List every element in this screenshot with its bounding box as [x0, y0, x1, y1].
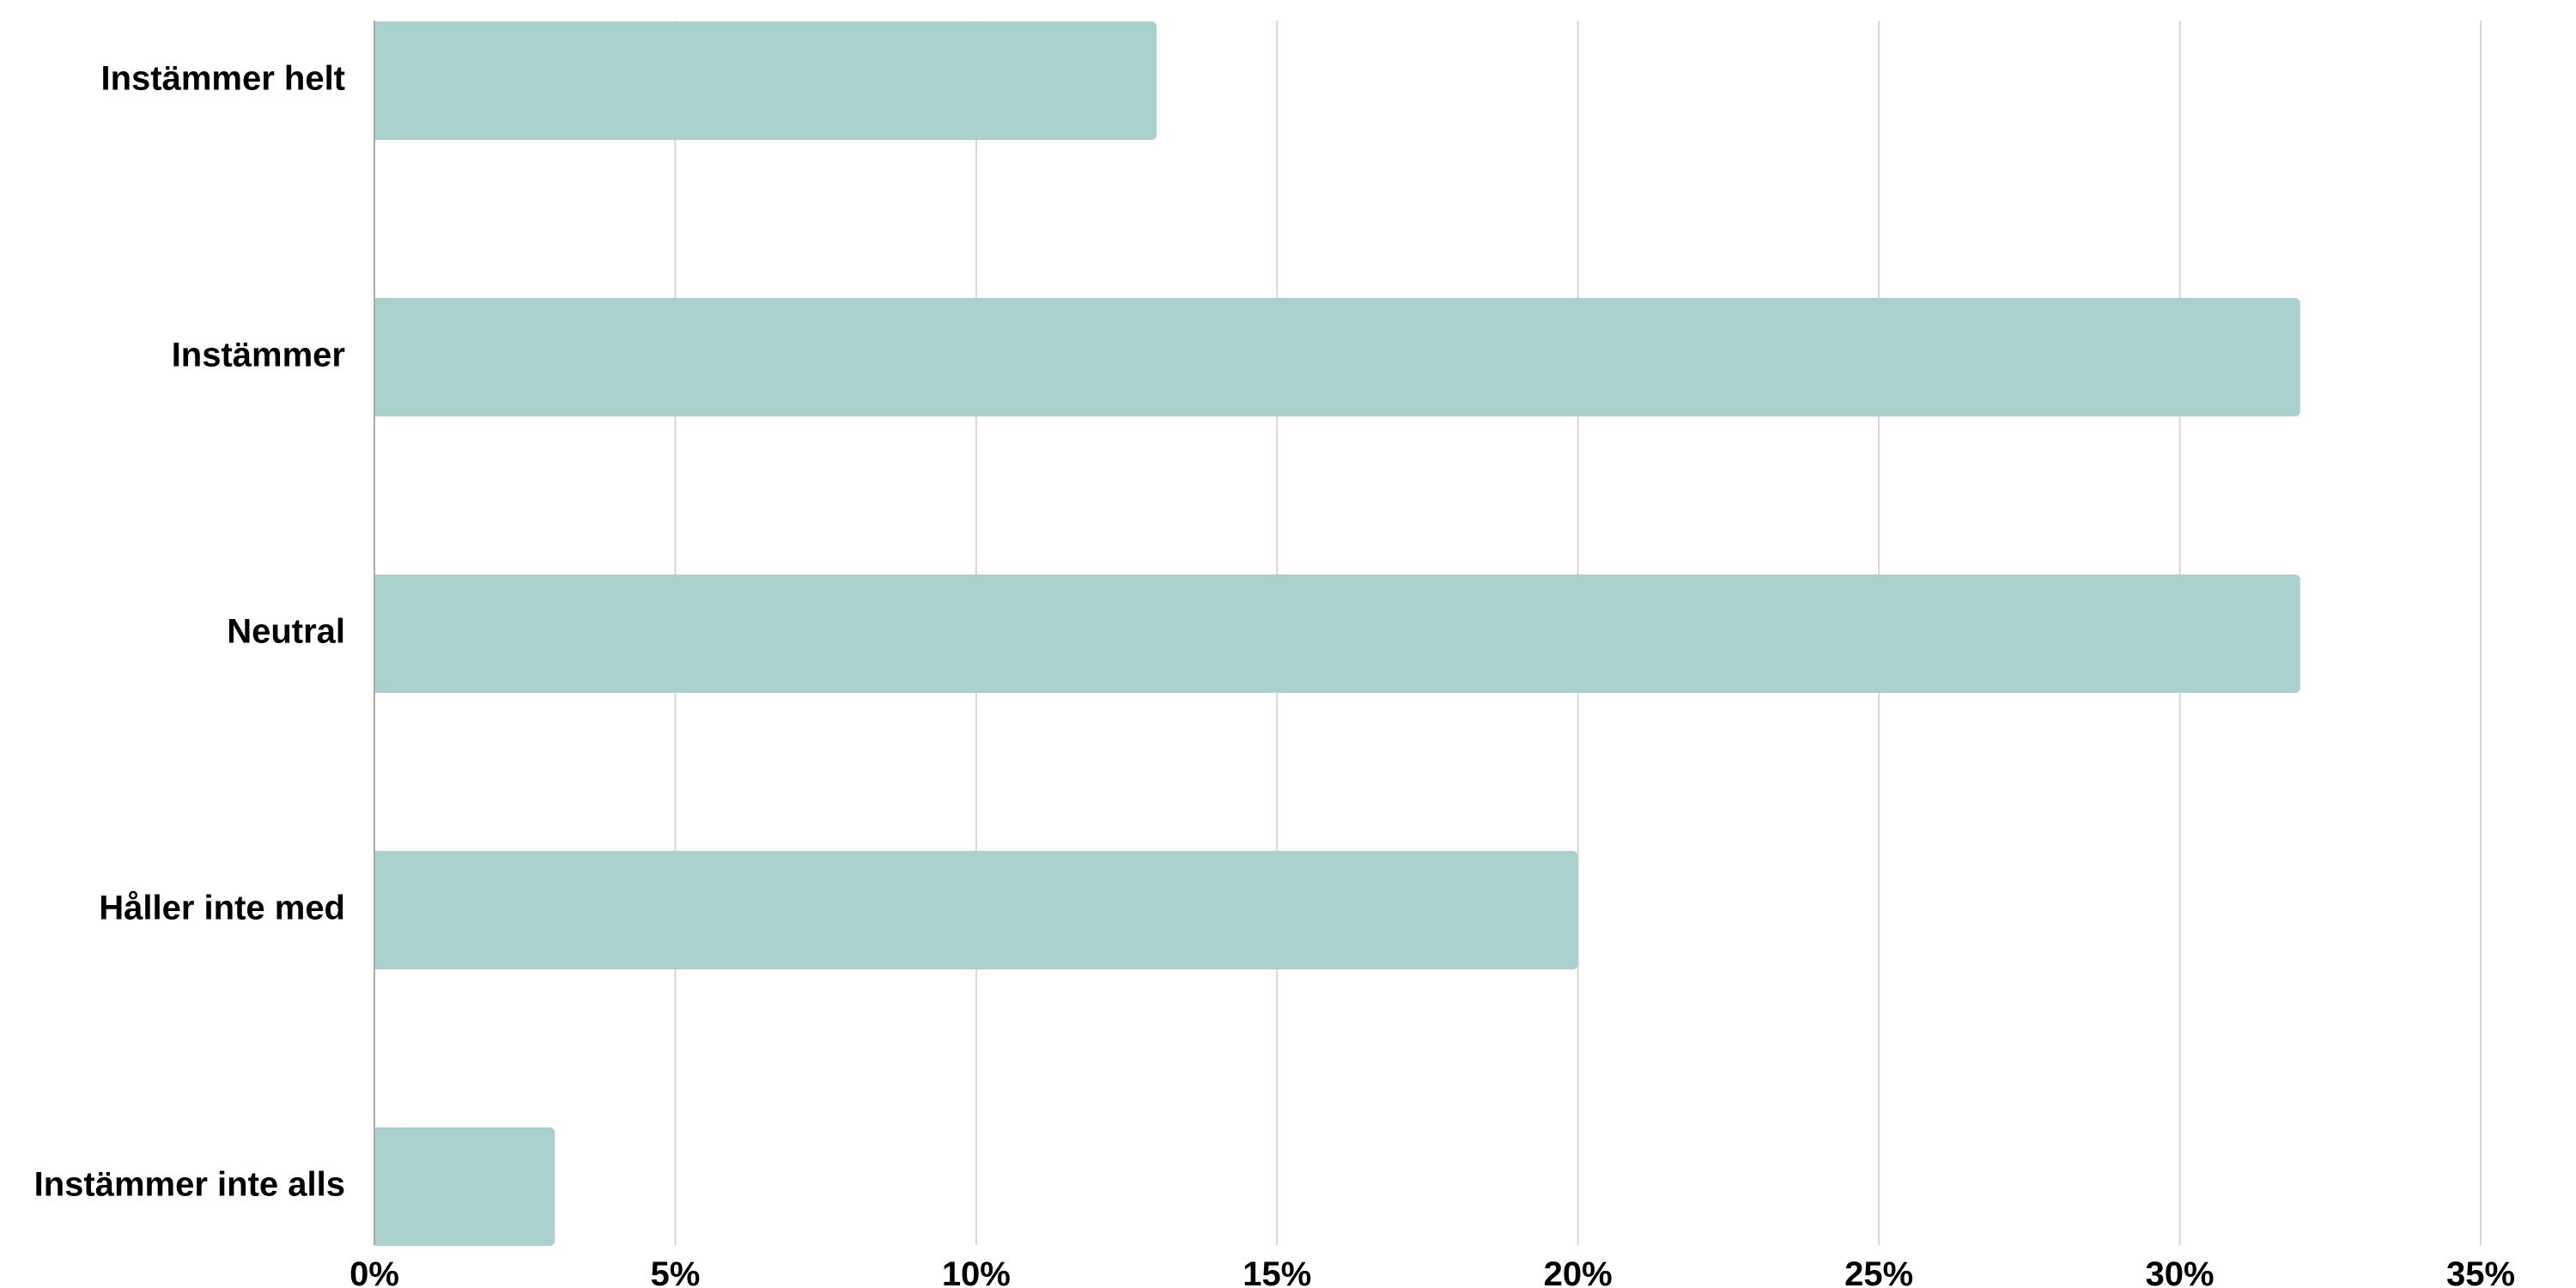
- category-label-5: Instämmer inte alls: [34, 1166, 345, 1204]
- x-tick-label-30: 30%: [2146, 1255, 2215, 1288]
- x-tick-label-35: 35%: [2446, 1255, 2515, 1288]
- bars: [374, 21, 2300, 1246]
- bar-1-edge: [374, 21, 383, 140]
- bar-2-edge: [374, 298, 383, 416]
- bar-2: [374, 298, 2300, 416]
- x-tick-labels: 0% 5% 10% 15% 20% 25% 30% 35%: [349, 1255, 2515, 1288]
- category-label-3: Neutral: [227, 613, 345, 651]
- bar-5-edge: [374, 1127, 383, 1246]
- x-tick-label-25: 25%: [1844, 1255, 1913, 1288]
- bar-3-edge: [374, 574, 383, 693]
- bar-1: [374, 21, 1157, 140]
- bar-5: [374, 1127, 556, 1246]
- category-label-4: Håller inte med: [99, 890, 345, 927]
- bar-4: [374, 851, 1578, 969]
- category-label-2: Instämmer: [172, 337, 345, 374]
- x-tick-label-15: 15%: [1242, 1255, 1311, 1288]
- bar-4-edge: [374, 851, 383, 969]
- x-tick-label-0: 0%: [349, 1255, 399, 1288]
- x-tick-label-10: 10%: [942, 1255, 1011, 1288]
- bar-3: [374, 574, 2300, 693]
- x-tick-label-5: 5%: [651, 1255, 701, 1288]
- category-label-1: Instämmer helt: [100, 60, 345, 98]
- category-labels: Instämmer helt Instämmer Neutral Håller int…: [34, 60, 345, 1204]
- x-tick-label-20: 20%: [1544, 1255, 1613, 1288]
